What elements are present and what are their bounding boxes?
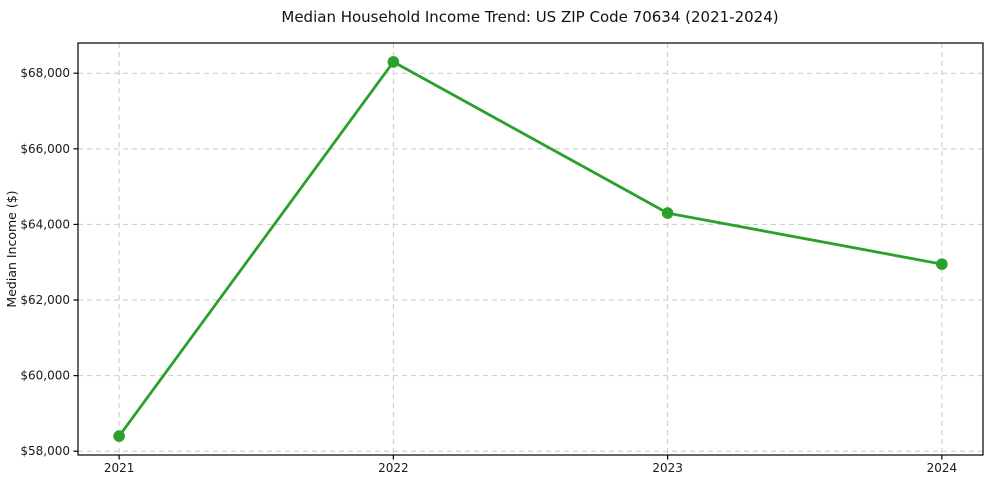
chart-title: Median Household Income Trend: US ZIP Co… bbox=[281, 8, 778, 26]
x-tick-label: 2023 bbox=[652, 461, 683, 475]
x-tick-label: 2021 bbox=[104, 461, 135, 475]
data-point bbox=[661, 207, 674, 219]
y-axis-title: Median Income ($) bbox=[4, 190, 19, 307]
plot-frame bbox=[77, 42, 984, 456]
data-point bbox=[387, 56, 400, 68]
y-tick-label: $58,000 bbox=[20, 444, 70, 458]
trend-series bbox=[113, 56, 948, 442]
y-tick-label: $60,000 bbox=[20, 369, 70, 383]
data-point bbox=[113, 430, 125, 442]
gridlines bbox=[78, 43, 983, 455]
y-tick-label: $66,000 bbox=[20, 142, 70, 156]
y-tick-label: $62,000 bbox=[20, 293, 70, 307]
y-tick-label: $64,000 bbox=[20, 217, 70, 231]
y-tick-label: $68,000 bbox=[20, 66, 70, 80]
data-point bbox=[936, 258, 948, 270]
axis-ticks: $58,000 $60,000 $62,000 $64,000 $66,000 $68,0… bbox=[20, 66, 957, 475]
trend-line bbox=[117, 60, 944, 438]
x-tick-label: 2022 bbox=[378, 461, 409, 475]
x-tick-label: 2024 bbox=[927, 461, 958, 475]
